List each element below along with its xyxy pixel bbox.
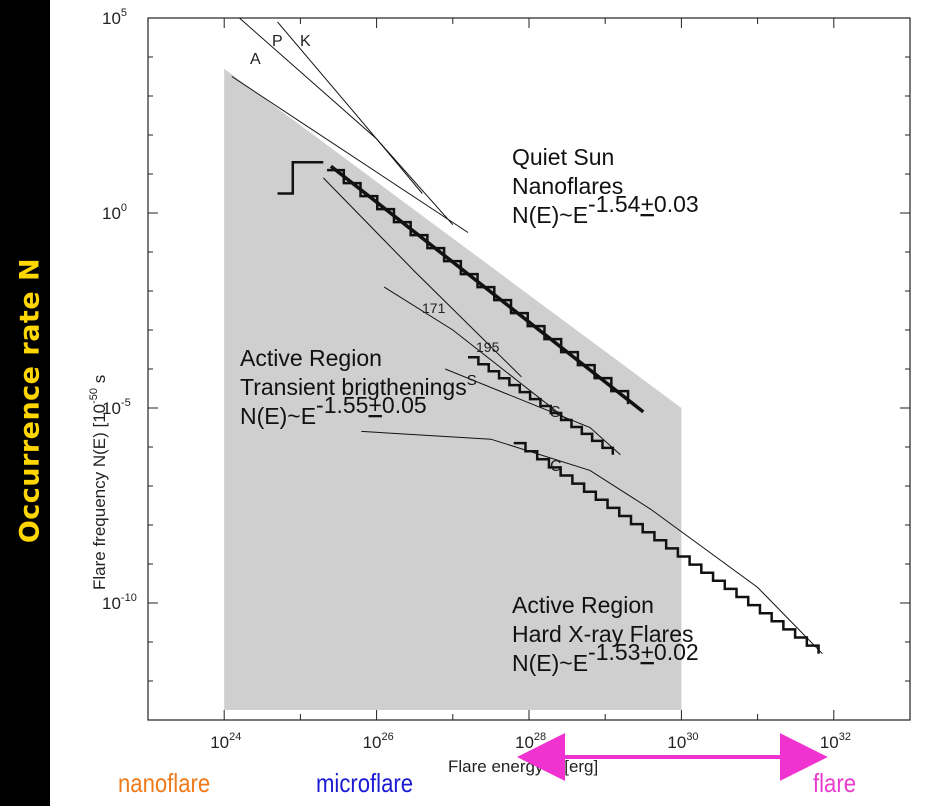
histogram-start	[277, 161, 324, 195]
series-line-S	[445, 368, 621, 456]
annotation-line: Active Region	[240, 345, 382, 371]
series-label-C: C	[550, 458, 562, 475]
series-label-P: P	[272, 33, 283, 50]
histogram-active-region	[468, 356, 615, 455]
x-axis-label: Flare energy E [erg]	[448, 757, 598, 776]
series-line-171	[322, 177, 522, 378]
shaded-region	[224, 68, 682, 710]
histogram-hard-xray	[513, 441, 820, 654]
annotation-line: Nanoflares	[512, 173, 623, 199]
nanoflare-label: nanoflare	[118, 768, 211, 798]
series-line-A	[231, 76, 469, 233]
occurrence-rate-label: Occurrence rate N	[14, 257, 46, 544]
microflare-label: microflare	[316, 768, 414, 798]
series-line-C	[361, 430, 823, 655]
series-line-195	[383, 286, 568, 421]
series-line-fit	[329, 164, 645, 414]
series-label-S: S	[550, 404, 561, 421]
x-tick-label: 1028	[515, 731, 546, 752]
flare-label: flare	[813, 768, 856, 798]
x-tick-label: 1032	[820, 731, 851, 752]
x-tick-label: 1030	[667, 731, 698, 752]
annotation-line: Transient brigtheningsS	[240, 372, 477, 400]
y-axis-label: Flare frequency N(E) [10-50 s	[88, 375, 109, 590]
series-label-K: K	[300, 33, 311, 50]
series-label-195: 195	[476, 339, 500, 355]
annotation-line: Quiet Sun	[512, 144, 614, 170]
series-label-171: 171	[422, 300, 446, 316]
y-tick-label: 10-10	[102, 592, 137, 613]
series-label-A: A	[250, 51, 261, 68]
y-tick-label: 105	[102, 7, 127, 28]
series-line-K	[277, 21, 454, 226]
y-tick-label: 100	[102, 202, 127, 223]
annotation-line: Hard X-ray Flares	[512, 621, 693, 647]
figure-frame: 1024 1026 1028 1030 1032 105 100 10-5 10-10 Flar…	[50, 0, 932, 806]
x-tick-label: 1024	[210, 731, 241, 752]
histogram-quiet-sun	[327, 168, 630, 405]
annotation-line: Active Region	[512, 592, 654, 618]
x-tick-label: 1026	[363, 731, 394, 752]
